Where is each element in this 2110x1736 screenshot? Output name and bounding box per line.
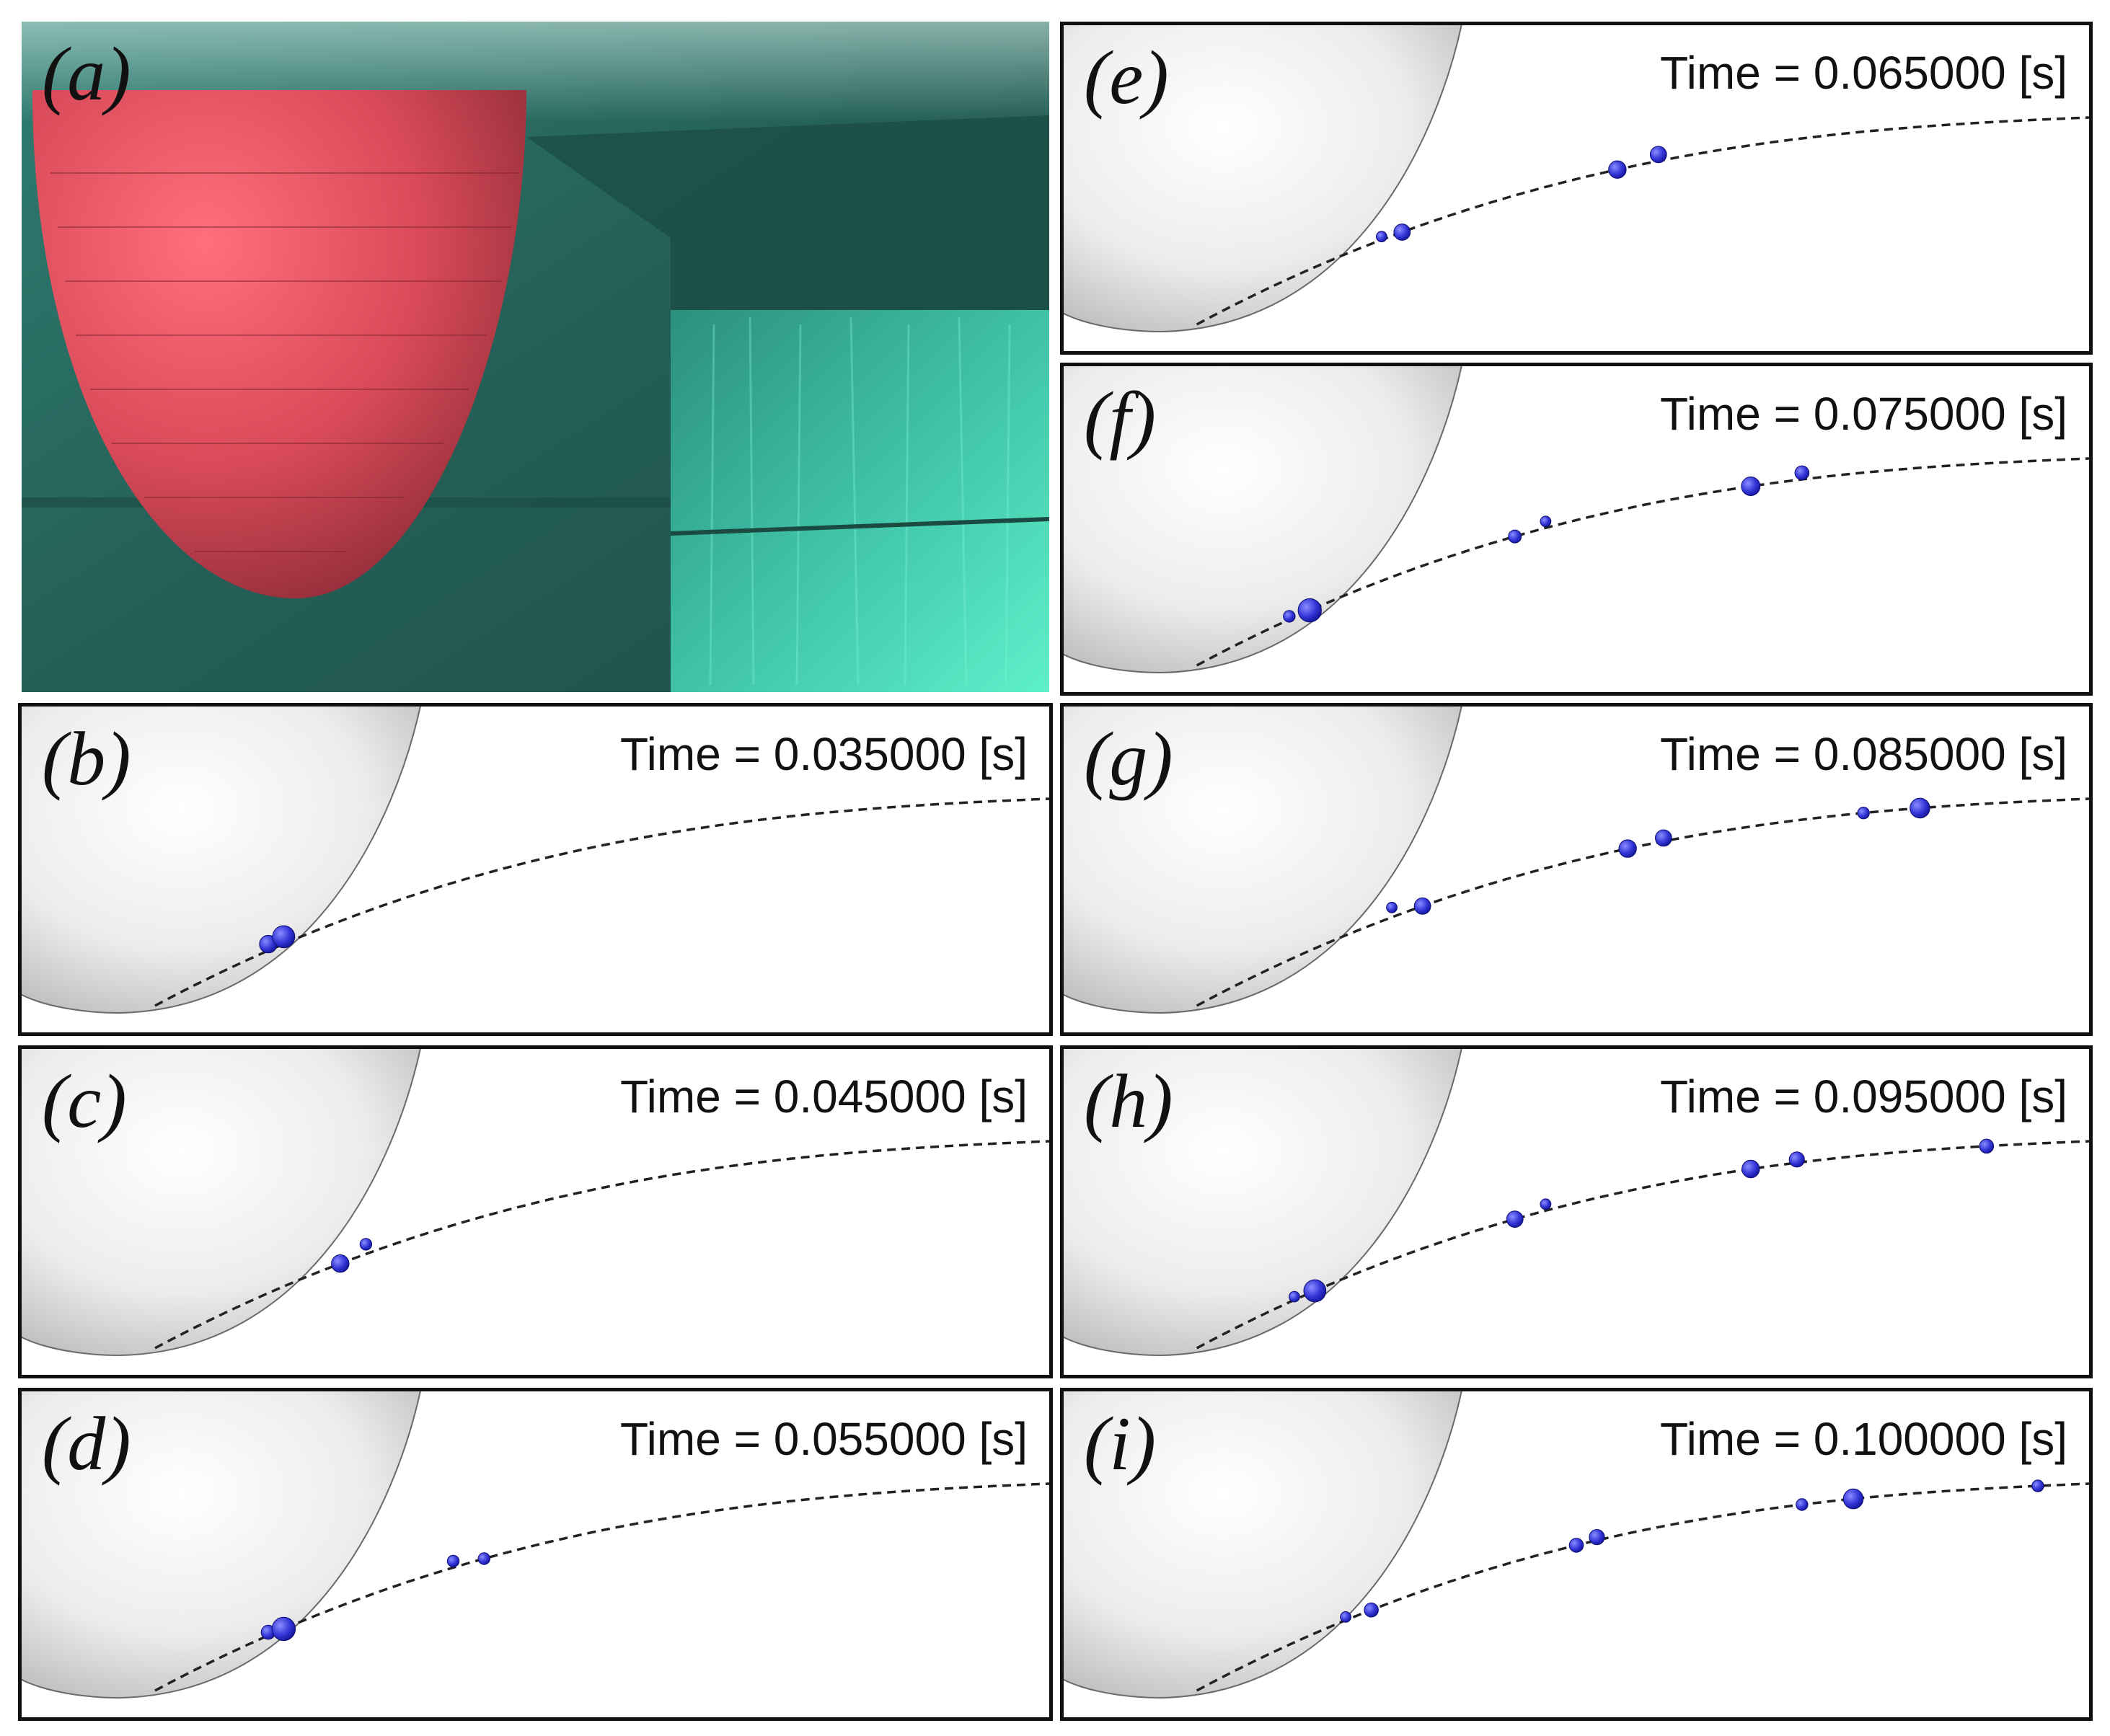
bubble: [2031, 1479, 2044, 1492]
hull-surface: [1064, 1049, 1462, 1357]
bubble: [1794, 465, 1810, 481]
bubble: [1364, 1602, 1379, 1618]
bubble: [1742, 1159, 1760, 1179]
panel-e-simulation: (e) Time = 0.065000 [s]: [1060, 22, 2093, 355]
hull-surface: [1064, 366, 1462, 674]
streamline-dashed: [154, 1140, 1049, 1350]
bubble: [1506, 1210, 1524, 1228]
time-readout: Time = 0.075000 [s]: [1659, 388, 2067, 440]
time-readout: Time = 0.055000 [s]: [619, 1413, 1028, 1465]
bubble: [1393, 223, 1411, 241]
bubble: [1375, 231, 1387, 243]
panel-d-simulation: (d) Time = 0.055000 [s]: [18, 1388, 1053, 1721]
panel-label: (i): [1084, 1401, 1157, 1486]
panel-i-simulation: (i) Time = 0.100000 [s]: [1060, 1388, 2093, 1721]
bubble: [1283, 610, 1296, 623]
hull-surface: [1064, 1391, 1462, 1699]
simulation-view: [1064, 1049, 2089, 1357]
bubble: [271, 1616, 296, 1642]
bubble: [1910, 797, 1930, 819]
hull-surface: [1064, 25, 1462, 333]
bubble: [1857, 807, 1870, 820]
bubble: [331, 1254, 350, 1273]
bubble: [1589, 1529, 1605, 1546]
bubble: [1979, 1138, 1995, 1154]
bubble: [1540, 1198, 1552, 1210]
simulation-view: [22, 1391, 1049, 1699]
streamline-dashed: [1196, 797, 2089, 1007]
bubble: [1796, 1498, 1809, 1511]
simulation-view: [1064, 366, 2089, 674]
panel-label: (a): [42, 32, 131, 116]
hull-surface: [22, 1049, 421, 1357]
bubble: [1741, 477, 1761, 496]
panel-label: (d): [42, 1401, 131, 1486]
panel-label: (e): [1084, 35, 1169, 120]
simulation-view: [1064, 707, 2089, 1014]
time-readout: Time = 0.095000 [s]: [1659, 1071, 2067, 1122]
bubble: [1297, 598, 1322, 623]
bubble: [1649, 146, 1667, 164]
simulation-view: [22, 1049, 1049, 1357]
time-readout: Time = 0.045000 [s]: [619, 1071, 1028, 1122]
hull-surface: [22, 1391, 421, 1699]
simulation-view: [22, 707, 1049, 1014]
streamline-dashed: [1196, 457, 2089, 667]
bubble: [1303, 1279, 1327, 1303]
panel-g-simulation: (g) Time = 0.085000 [s]: [1060, 703, 2093, 1036]
panel-label: (f): [1084, 376, 1157, 461]
bubble: [477, 1552, 490, 1565]
hull-surface: [1064, 707, 1462, 1014]
panel-c-simulation: (c) Time = 0.045000 [s]: [18, 1045, 1053, 1378]
bubble: [1413, 897, 1431, 915]
simulation-view: [1064, 1391, 2089, 1699]
bubble: [359, 1238, 373, 1251]
time-readout: Time = 0.100000 [s]: [1659, 1413, 2067, 1465]
streamline-dashed: [154, 797, 1049, 1007]
streamline-dashed: [1196, 1140, 2089, 1350]
simulation-view: [1064, 25, 2089, 333]
bubble: [1608, 160, 1627, 179]
bubble: [1340, 1611, 1351, 1623]
bubble: [1618, 839, 1637, 858]
time-readout: Time = 0.035000 [s]: [619, 728, 1028, 780]
streamline-dashed: [1196, 116, 2089, 326]
panel-label: (b): [42, 717, 131, 801]
panel-h-simulation: (h) Time = 0.095000 [s]: [1060, 1045, 2093, 1378]
panel-f-simulation: (f) Time = 0.075000 [s]: [1060, 363, 2093, 696]
bubble: [1508, 529, 1522, 544]
bubble: [1540, 515, 1552, 528]
bubble: [1386, 901, 1398, 913]
bubble: [1842, 1488, 1864, 1510]
time-readout: Time = 0.085000 [s]: [1659, 728, 2067, 780]
panel-label: (g): [1084, 717, 1173, 801]
panel-label: (h): [1084, 1059, 1173, 1143]
bubble: [1788, 1151, 1805, 1168]
tank-photo-image: [22, 22, 1049, 692]
bubble: [272, 925, 296, 949]
streamline-dashed: [154, 1482, 1049, 1692]
bubble: [446, 1554, 460, 1568]
panel-b-simulation: (b) Time = 0.035000 [s]: [18, 703, 1053, 1036]
bubble: [1654, 829, 1672, 847]
hull-surface: [22, 707, 421, 1014]
panel-label: (c): [42, 1059, 127, 1143]
time-readout: Time = 0.065000 [s]: [1659, 47, 2067, 99]
bubble: [1289, 1290, 1300, 1303]
bubble: [1568, 1538, 1584, 1553]
panel-a-photo: (a): [22, 22, 1049, 692]
